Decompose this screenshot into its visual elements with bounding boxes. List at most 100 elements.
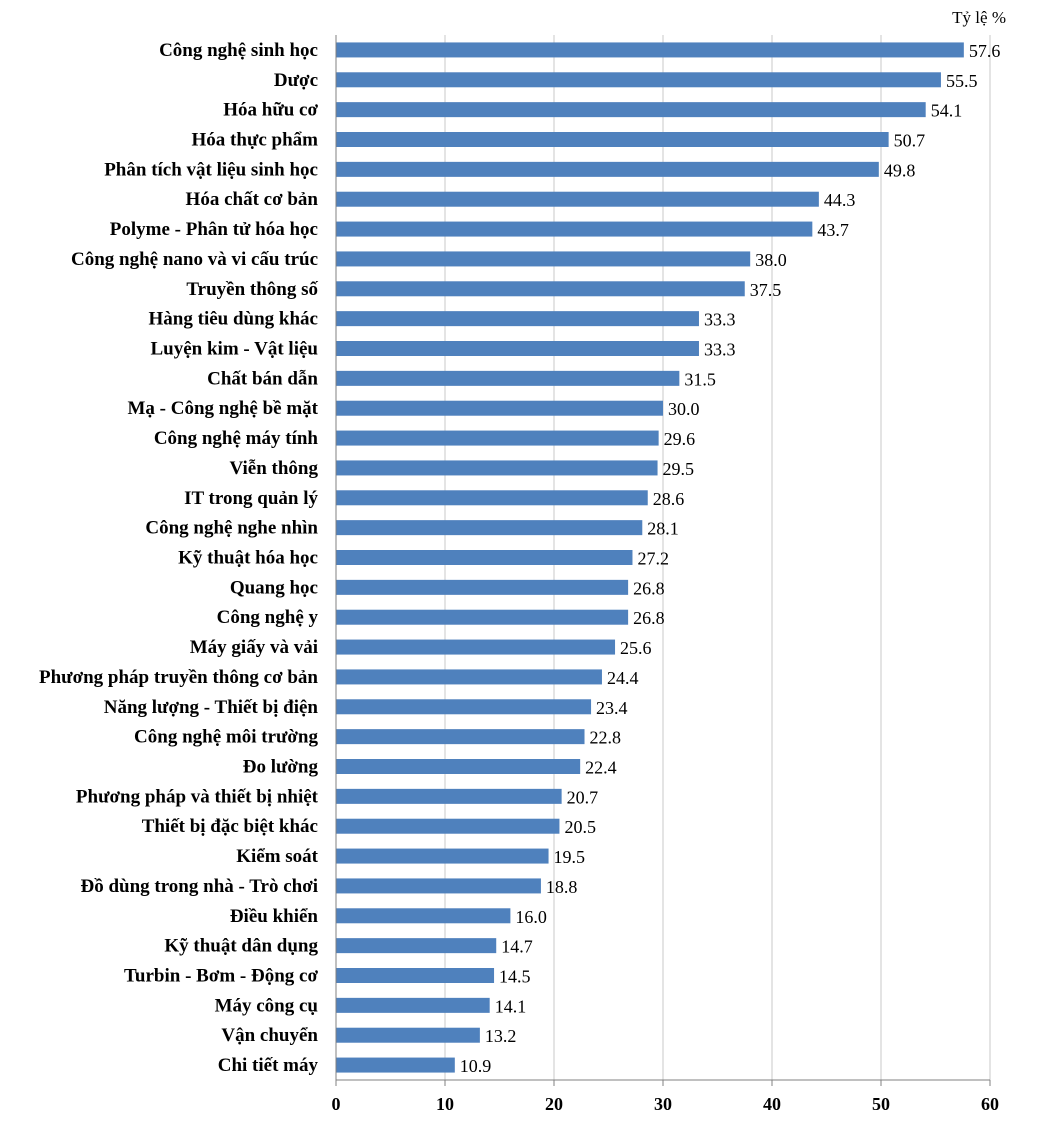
bar-27 (336, 848, 549, 864)
value-label-16: 28.1 (647, 519, 679, 539)
category-label-22: Năng lượng - Thiết bị điện (104, 697, 319, 718)
x-tick-label-2: 20 (545, 1094, 563, 1114)
bar-7 (336, 251, 751, 267)
category-label-12: Mạ - Công nghệ bề mặt (127, 398, 318, 419)
value-label-19: 26.8 (633, 608, 665, 628)
x-tick-label-1: 10 (436, 1094, 454, 1114)
bar-21 (336, 669, 602, 685)
value-label-28: 18.8 (546, 877, 578, 897)
category-label-28: Đồ dùng trong nhà - Trò chơi (80, 876, 318, 897)
bar-25 (336, 788, 562, 804)
bar-18 (336, 579, 629, 595)
bar-3 (336, 132, 889, 147)
category-label-19: Công nghệ y (217, 607, 319, 628)
value-label-25: 20.7 (567, 787, 599, 807)
category-label-29: Điều khiển (230, 906, 319, 927)
bar-33 (336, 1027, 480, 1043)
value-label-5: 44.3 (824, 190, 856, 210)
category-label-25: Phương pháp và thiết bị nhiệt (76, 786, 319, 807)
category-label-26: Thiết bị đặc biệt khác (142, 816, 318, 837)
x-tick-label-6: 60 (981, 1094, 999, 1114)
bar-22 (336, 699, 592, 715)
category-label-27: Kiểm soát (236, 846, 318, 867)
bar-16 (336, 520, 643, 536)
value-label-8: 37.5 (750, 280, 782, 300)
bar-8 (336, 281, 745, 297)
category-label-10: Luyện kim - Vật liệu (150, 339, 318, 360)
value-label-29: 16.0 (515, 907, 547, 927)
category-label-7: Công nghệ nano và vi cấu trúc (71, 249, 318, 270)
bar-9 (336, 311, 699, 327)
value-label-9: 33.3 (704, 310, 736, 330)
value-label-10: 33.3 (704, 340, 736, 360)
value-label-34: 10.9 (460, 1056, 492, 1076)
value-label-18: 26.8 (633, 578, 665, 598)
bar-34 (336, 1057, 455, 1073)
value-label-26: 20.5 (564, 817, 596, 837)
category-label-18: Quang học (230, 577, 318, 598)
bar-13 (336, 430, 659, 446)
category-label-4: Phân tích vật liệu sinh học (104, 159, 318, 180)
category-label-24: Đo lường (243, 757, 319, 778)
bar-5 (336, 191, 819, 207)
unit-label: Tỷ lệ % (952, 8, 1006, 27)
category-label-16: Công nghệ nghe nhìn (145, 518, 318, 539)
value-label-31: 14.5 (499, 967, 531, 987)
value-label-13: 29.6 (664, 429, 696, 449)
value-label-33: 13.2 (485, 1026, 517, 1046)
bar-29 (336, 908, 511, 924)
bar-12 (336, 400, 663, 416)
bar-15 (336, 490, 648, 506)
category-label-23: Công nghệ môi trường (134, 727, 318, 748)
category-label-33: Vận chuyển (221, 1025, 318, 1046)
value-label-4: 49.8 (884, 160, 916, 180)
value-label-27: 19.5 (554, 847, 586, 867)
bar-20 (336, 639, 616, 655)
value-label-14: 29.5 (663, 459, 695, 479)
category-label-13: Công nghệ máy tính (154, 428, 319, 449)
category-label-6: Polyme - Phân tử hóa học (110, 219, 318, 240)
value-label-3: 50.7 (894, 131, 926, 151)
value-label-6: 43.7 (817, 220, 849, 240)
category-label-3: Hóa thực phẩm (192, 130, 319, 151)
bar-31 (336, 968, 495, 983)
bar-1 (336, 72, 941, 88)
bar-24 (336, 759, 581, 774)
value-label-20: 25.6 (620, 638, 652, 658)
value-label-7: 38.0 (755, 250, 787, 270)
value-label-21: 24.4 (607, 668, 639, 688)
x-tick-label-3: 30 (654, 1094, 672, 1114)
bar-0 (336, 42, 964, 58)
category-label-17: Kỹ thuật hóa học (178, 548, 318, 569)
bar-6 (336, 221, 813, 237)
value-label-23: 22.8 (590, 728, 622, 748)
category-label-15: IT trong quản lý (184, 488, 318, 509)
x-tick-label-0: 0 (332, 1094, 341, 1114)
value-label-15: 28.6 (653, 489, 685, 509)
category-label-11: Chất bán dẫn (207, 368, 318, 389)
bar-11 (336, 370, 680, 386)
category-label-2: Hóa hữu cơ (223, 100, 318, 121)
category-label-32: Máy công cụ (215, 995, 319, 1016)
bar-19 (336, 609, 629, 625)
x-tick-label-5: 50 (872, 1094, 890, 1114)
value-label-0: 57.6 (969, 41, 1001, 61)
value-label-24: 22.4 (585, 758, 617, 778)
bar-30 (336, 938, 497, 954)
category-label-8: Truyền thông số (186, 279, 318, 300)
category-label-21: Phương pháp truyền thông cơ bản (39, 667, 318, 688)
bar-23 (336, 729, 585, 745)
category-label-30: Kỹ thuật dân dụng (164, 936, 318, 957)
value-label-32: 14.1 (495, 996, 527, 1016)
bar-10 (336, 341, 699, 356)
bar-4 (336, 161, 879, 177)
bar-26 (336, 818, 560, 834)
category-label-20: Máy giấy và vải (190, 637, 318, 658)
x-tick-label-4: 40 (763, 1094, 781, 1114)
category-label-1: Dược (274, 70, 318, 91)
bar-14 (336, 460, 658, 476)
value-label-30: 14.7 (501, 937, 532, 957)
bar-32 (336, 997, 490, 1013)
